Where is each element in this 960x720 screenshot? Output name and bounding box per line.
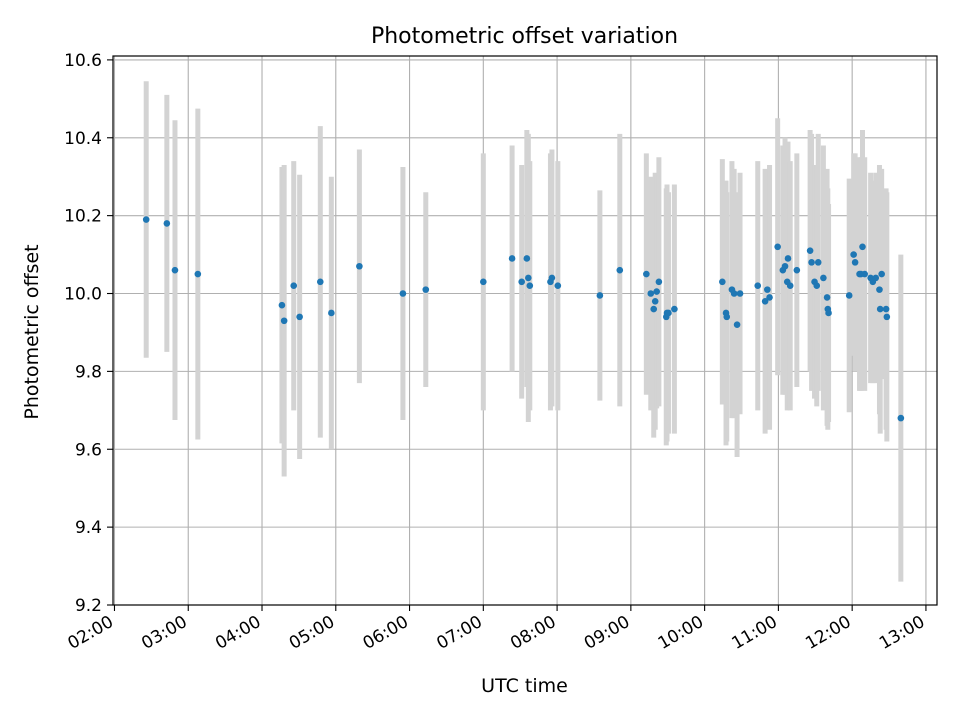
y-axis: 9.2 9.4 9.6 9.8 10.0 10.2 10.4 10.6 [64,51,113,616]
data-point [786,282,794,290]
y-tick-label: 9.8 [75,362,102,382]
data-point [523,255,531,262]
data-point [616,266,624,274]
data-point [883,313,891,321]
data-point [876,286,883,293]
data-point [526,282,534,290]
data-point [316,278,324,286]
data-point [596,292,604,299]
y-tick-label: 9.4 [75,518,102,538]
data-point [643,270,650,278]
data-point [328,309,335,317]
data-point [882,305,890,313]
data-point [651,297,659,305]
y-tick-label: 10.6 [64,51,102,71]
data-points [142,216,905,422]
data-point [356,262,363,270]
data-point [723,313,731,321]
data-point [814,259,822,266]
data-point [508,255,516,262]
data-point [730,290,738,297]
data-point [525,274,532,282]
data-point [876,305,884,313]
data-point [554,282,562,290]
data-point [548,274,556,282]
data-point [647,290,655,297]
data-point [859,243,866,251]
data-point [422,286,430,293]
data-point [861,270,869,278]
chart-title: Photometric offset variation [371,24,678,49]
data-point [781,262,789,270]
data-point [823,294,831,301]
data-point [764,286,771,293]
data-point [736,290,744,297]
data-point [733,321,741,328]
data-point [850,251,857,258]
data-point [399,290,407,297]
data-point [719,278,726,286]
y-tick-label: 10.0 [64,285,102,305]
data-point [825,309,832,317]
data-point [171,266,179,274]
data-point [280,317,288,325]
data-point [878,270,885,278]
data-point [820,274,827,282]
data-point [278,301,286,309]
data-point [784,255,792,262]
data-point [518,278,525,286]
data-point [806,247,814,254]
data-point [851,259,859,266]
data-point [665,309,672,317]
data-point [480,278,487,286]
x-axis-label: UTC time [481,675,568,697]
data-point [655,278,663,286]
data-point [808,259,815,266]
data-point [142,216,150,223]
data-point [897,414,905,422]
data-point [845,292,853,299]
data-point [653,288,660,295]
data-point [671,305,678,313]
data-point [774,243,781,251]
y-tick-label: 10.2 [64,207,102,227]
data-point [650,305,658,313]
data-point [754,282,762,290]
data-point [194,270,202,278]
data-point [163,220,171,227]
data-point [793,266,801,274]
y-tick-label: 9.6 [75,440,102,460]
y-axis-label: Photometric offset [21,244,43,419]
y-tick-label: 9.2 [75,596,102,616]
data-point [872,274,880,282]
data-point [761,297,769,305]
data-point [813,282,821,290]
data-point [766,294,773,301]
data-point [296,313,303,321]
y-tick-label: 10.4 [64,129,102,149]
plot-area-frame [112,55,938,606]
data-point [290,282,298,290]
